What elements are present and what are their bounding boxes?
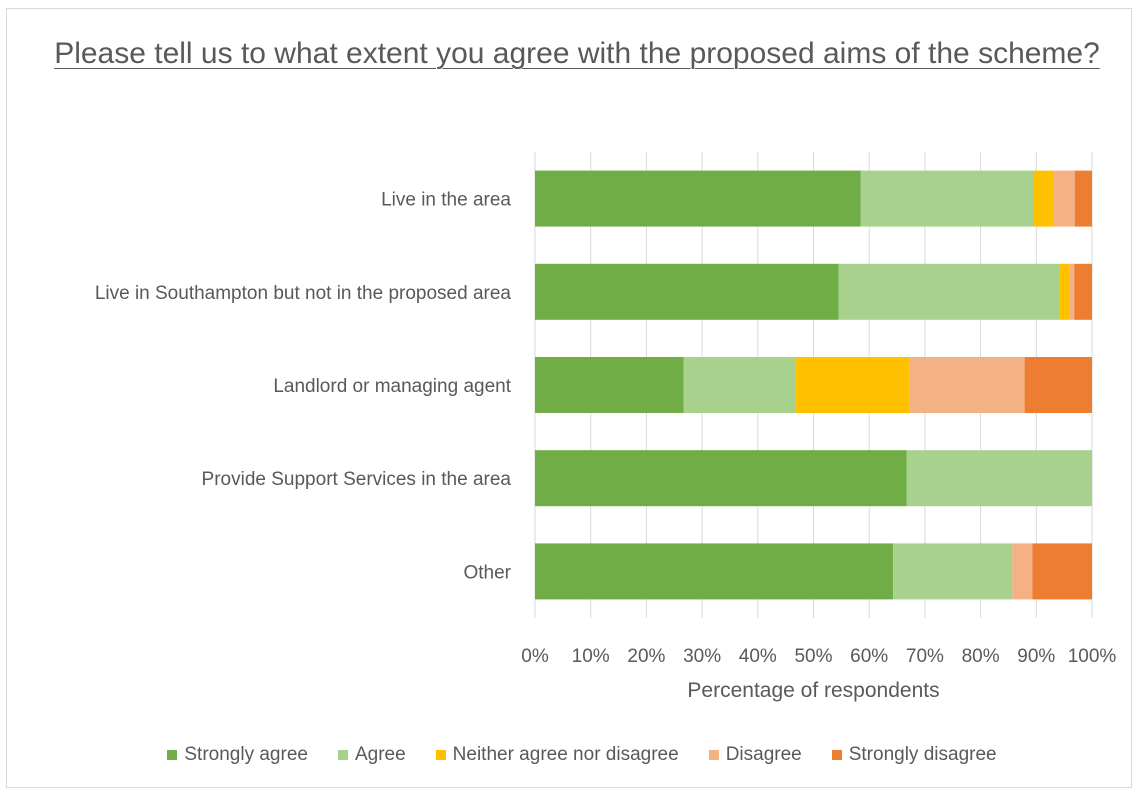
x-tick-label: 20% [627,646,665,667]
legend-item: Strongly agree [167,744,308,766]
bar-segment [1069,263,1075,320]
y-category-label: Provide Support Services in the area [202,469,512,490]
x-axis-title: Percentage of respondents [687,679,939,702]
bar-segment [1074,170,1092,227]
x-tick-label: 10% [572,646,610,667]
bar-segment [535,450,907,507]
legend-swatch [337,750,348,760]
x-tick-label: 40% [739,646,777,667]
legend-label: Neither agree nor disagree [452,744,679,765]
bar-segment [1059,263,1070,320]
legend-item: Agree [337,744,406,766]
bar-segment [535,357,684,413]
bar-segment [1054,170,1075,227]
bar-segment [838,263,1060,320]
chart-title: Please tell us to what extent you agree … [54,37,1100,70]
bar-segment [893,543,1013,600]
x-tick-label: 100% [1068,646,1117,667]
y-category-label: Live in Southampton but not in the propo… [95,283,512,304]
x-tick-label: 90% [1017,646,1055,667]
y-category-label: Live in the area [381,190,511,211]
bar-segment [1033,170,1055,227]
y-category-label: Landlord or managing agent [273,376,511,397]
bar-segment [535,170,861,227]
bar-segment [909,357,1025,413]
x-tick-label: 60% [850,646,888,667]
chart-legend: Strongly agree Agree Neither agree nor dis… [0,744,1140,766]
bar-segment [535,543,894,600]
legend-swatch [831,750,842,760]
bar-segment [1032,543,1092,600]
bar-segment [906,450,1092,507]
bar-segment [535,263,839,320]
bar-segment [1012,543,1033,600]
x-tick-label: 50% [794,646,832,667]
bar-segment [683,357,796,413]
bar-segment [860,170,1034,227]
legend-swatch [167,750,178,760]
legend-swatch [708,750,719,760]
legend-item: Disagree [708,744,802,766]
bar-segment [1024,357,1092,413]
x-tick-label: 0% [521,646,549,667]
y-category-label: Other [463,562,511,583]
x-tick-label: 70% [906,646,944,667]
legend-label: Disagree [725,744,802,765]
x-tick-label: 30% [683,646,721,667]
legend-label: Agree [354,744,406,765]
x-tick-label: 80% [962,646,1000,667]
bar-segment [1074,263,1092,320]
legend-label: Strongly disagree [848,744,997,765]
bar-segment [795,357,910,413]
legend-item: Strongly disagree [831,744,997,766]
legend-swatch [435,750,446,760]
legend-item: Neither agree nor disagree [435,744,679,766]
legend-label: Strongly agree [184,744,308,765]
